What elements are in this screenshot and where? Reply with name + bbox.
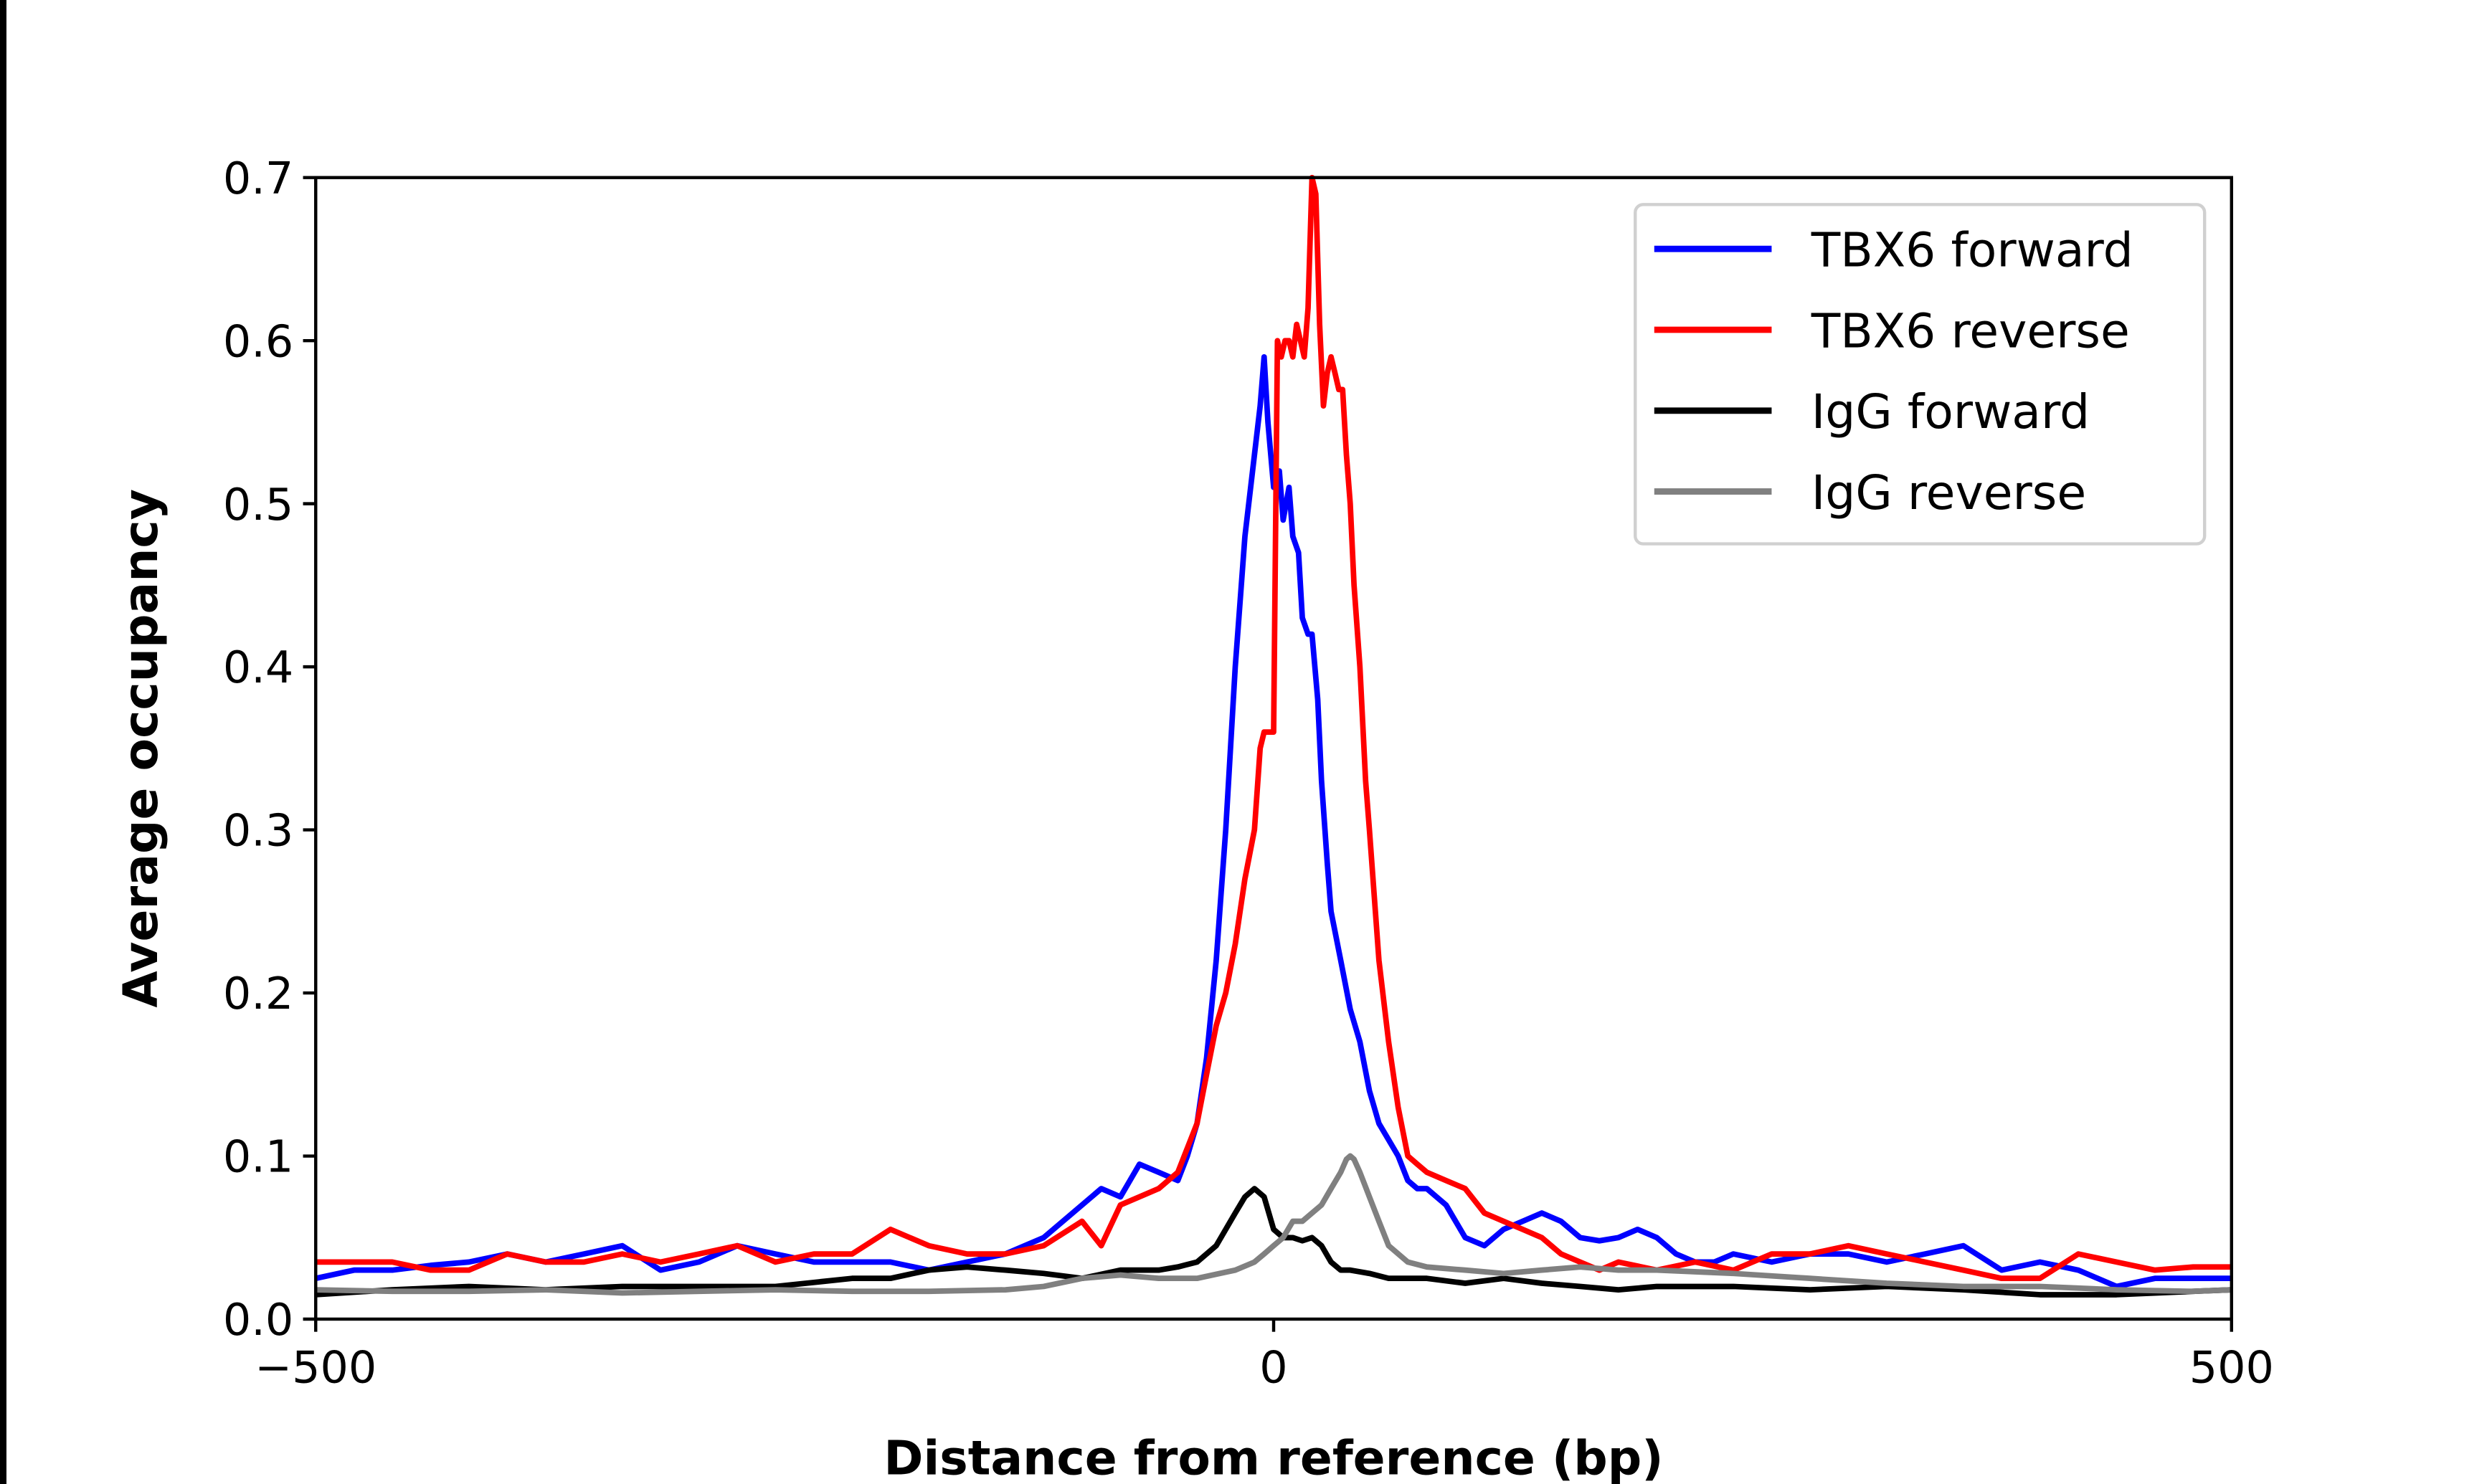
x-tick-label: 500 — [2189, 1341, 2274, 1393]
y-tick-label: 0.2 — [223, 968, 293, 1019]
image-border — [0, 0, 6, 1484]
series-line-igg-forward — [316, 1186, 2232, 1298]
x-axis: −500 0 500 — [255, 1319, 2274, 1393]
y-axis-label: Average occupancy — [113, 489, 169, 1008]
legend-box — [1634, 203, 2207, 546]
legend-label: TBX6 reverse — [1811, 303, 2130, 358]
y-tick-label: 0.6 — [223, 315, 293, 367]
legend: TBX6 forward TBX6 reverse IgG forward IgG r… — [1634, 203, 2207, 546]
y-tick-label: 0.5 — [223, 479, 293, 531]
x-axis-label: Distance from reference (bp) — [884, 1430, 1663, 1484]
y-tick-label: 0.1 — [223, 1131, 293, 1183]
x-tick-label: 0 — [1259, 1341, 1287, 1393]
legend-label: TBX6 forward — [1811, 222, 2133, 278]
y-tick-label: 0.4 — [223, 642, 293, 693]
series-line-igg-reverse — [316, 1153, 2232, 1296]
y-tick-label: 0.7 — [223, 153, 293, 204]
x-tick-label: −500 — [255, 1341, 376, 1393]
y-axis: 0.0 0.1 0.2 0.3 0.4 0.5 0.6 0.7 — [223, 153, 316, 1346]
legend-label: IgG reverse — [1811, 465, 2086, 520]
y-tick-label: 0.3 — [223, 805, 293, 857]
y-tick-label: 0.0 — [223, 1294, 293, 1346]
legend-label: IgG forward — [1811, 384, 2090, 439]
